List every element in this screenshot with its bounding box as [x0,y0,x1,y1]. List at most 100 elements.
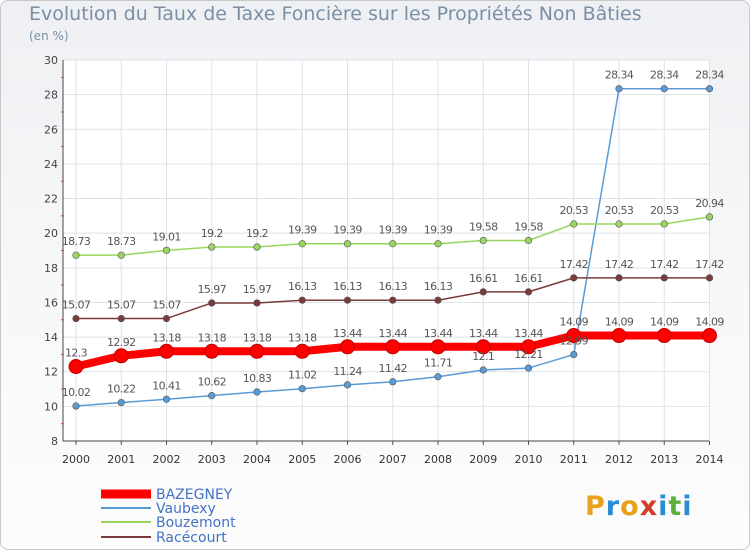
x-tick-label: 2005 [288,453,316,466]
y-tick-label: 22 [44,193,58,206]
data-label: 17.42 [605,258,634,271]
data-point [72,314,80,323]
data-point [298,240,306,248]
data-point [72,251,80,259]
data-label: 13.44 [424,327,453,340]
data-label: 19.58 [469,220,498,233]
data-point [705,85,714,93]
logo-letter: P [585,491,606,522]
y-tick-label: 16 [44,296,58,309]
x-tick-label: 2000 [62,453,90,466]
data-label: 28.34 [650,69,679,82]
data-label: 15.97 [198,283,227,296]
proxiti-logo: Proxiti [585,491,693,522]
data-label: 16.61 [469,272,498,285]
x-tick-label: 2011 [560,453,588,466]
data-label: 28.34 [605,69,634,82]
y-tick-label: 20 [44,227,58,240]
data-label: 11.02 [288,369,317,382]
legend-label: Vaubexy [156,501,216,517]
data-point [524,236,533,245]
data-label: 15.97 [243,283,272,296]
data-point [434,296,442,304]
data-label: 19.39 [379,224,408,237]
data-label: 19.01 [152,230,181,243]
y-tick-label: 26 [44,123,58,136]
data-point [343,381,352,389]
logo-letter: o [620,491,640,522]
data-point [479,288,487,296]
data-label: 15.07 [62,299,91,312]
data-label: 14.09 [605,316,634,329]
data-point [660,85,668,93]
data-label: 17.42 [695,258,724,271]
data-point [570,220,578,228]
data-label: 19.39 [288,224,317,237]
data-point [705,274,714,282]
data-point [524,364,533,372]
chart-unit: (en %) [29,29,69,43]
data-label: 13.44 [333,327,362,340]
data-label: 13.44 [514,327,543,340]
data-label: 12.99 [560,335,589,348]
x-tick-label: 2012 [605,453,633,466]
data-label: 18.73 [62,235,91,248]
legend-label: Racécourt [156,530,227,546]
data-point [524,288,533,296]
x-tick-label: 2008 [424,453,452,466]
data-label: 13.44 [379,327,408,340]
data-point [117,398,125,407]
logo-letter: i [682,491,693,522]
data-label: 10.22 [107,383,136,396]
x-tick-label: 2007 [379,453,407,466]
data-point [705,213,714,221]
data-point [113,348,129,364]
data-point [253,243,261,251]
data-point [615,85,623,93]
data-label: 14.09 [650,316,679,329]
data-point [117,314,125,323]
data-point [159,343,174,359]
data-label: 16.61 [514,272,543,285]
data-label: 10.62 [198,376,227,389]
x-tick-label: 2014 [696,453,724,466]
data-point [249,343,265,359]
data-label: 10.83 [243,372,272,385]
data-label: 10.02 [62,386,91,399]
data-point [208,243,216,251]
y-tick-label: 24 [44,158,58,171]
y-tick-label: 28 [44,89,58,102]
data-point [479,366,487,374]
x-tick-label: 2004 [243,453,271,466]
logo-letter: i [658,491,669,522]
y-tick-label: 18 [44,262,58,275]
data-label: 20.94 [695,197,724,210]
data-point [479,236,487,245]
data-point [385,339,401,355]
data-point [660,220,668,228]
data-label: 11.42 [379,362,408,375]
data-point [702,328,717,344]
y-tick-label: 8 [51,435,58,448]
data-label: 11.71 [424,357,453,370]
data-label: 12.92 [107,336,136,349]
data-label: 19.2 [246,227,268,240]
logo-letter: t [668,491,683,522]
data-label: 12.21 [514,348,543,361]
data-point [72,402,80,410]
data-point [611,328,627,344]
data-label: 17.42 [560,258,589,271]
data-point [340,339,355,355]
data-label: 14.09 [560,316,589,329]
data-label: 20.53 [605,204,634,217]
y-tick-label: 10 [44,400,58,413]
x-tick-label: 2006 [334,453,362,466]
x-tick-label: 2001 [107,453,135,466]
data-point [208,299,216,307]
x-tick-label: 2010 [515,453,543,466]
x-tick-label: 2013 [650,453,678,466]
data-label: 12.1 [472,350,494,363]
data-label: 12.3 [65,347,88,360]
data-point [430,339,446,355]
